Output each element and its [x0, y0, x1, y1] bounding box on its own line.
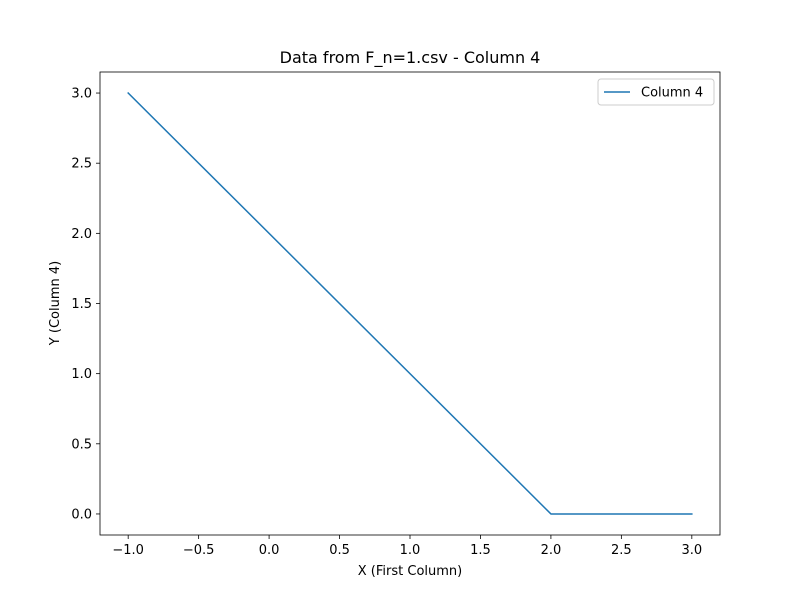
legend-box [597, 78, 715, 106]
x-tick-label: 2.0 [541, 543, 562, 558]
y-axis-title: Y (Column 4) [48, 261, 63, 346]
y-tick-label: 1.0 [71, 367, 92, 382]
y-tick-label: 0.5 [71, 437, 92, 452]
x-tick-label: 0.0 [259, 543, 280, 558]
y-tick-label: 1.5 [71, 297, 92, 312]
x-tick-label: −1.0 [112, 543, 144, 558]
plot-area: −1.0 −0.5 0.0 0.5 1.0 1.5 2.0 2.5 3.0 0.0 0.5 1.0 1.… [71, 71, 721, 558]
series-line-0 [127, 91, 693, 515]
y-tick-label: 2.5 [71, 157, 92, 172]
x-tick-label: 1.0 [400, 543, 421, 558]
x-tick-label: 3.0 [681, 543, 702, 558]
legend-label: Column 4 [641, 86, 703, 101]
y-tick-label: 0.0 [71, 507, 92, 522]
legend: Column 4 [597, 78, 715, 106]
x-tick-label: 0.5 [329, 543, 350, 558]
x-tick-label: −0.5 [183, 543, 215, 558]
y-tick-label: 2.0 [71, 227, 92, 242]
x-tick-label: 2.5 [611, 543, 632, 558]
chart-title: Data from F_n=1.csv - Column 4 [280, 48, 541, 68]
y-tick-label: 3.0 [71, 87, 92, 102]
x-axis-title: X (First Column) [358, 564, 462, 579]
x-tick-label: 1.5 [470, 543, 491, 558]
